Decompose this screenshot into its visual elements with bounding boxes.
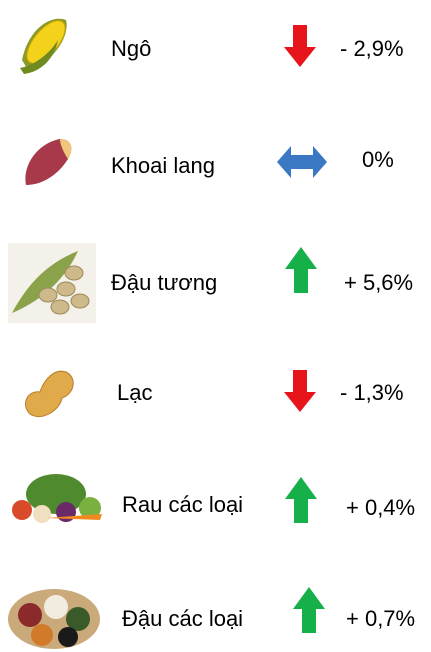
beans-icon (8, 589, 100, 649)
item-name: Lạc (117, 380, 153, 405)
item-change: + 0,7% (346, 606, 416, 631)
item-name: Đậu các loại (122, 606, 244, 631)
item-change: + 0,4% (346, 495, 416, 520)
item-change: - 2,9% (340, 36, 404, 61)
item-change: + 5,6% (344, 270, 414, 295)
down-arrow (284, 370, 316, 412)
item-name: Khoai lang (111, 153, 215, 178)
item-name: Ngô (111, 36, 152, 61)
both-arrow (277, 146, 327, 178)
corn-icon (20, 18, 67, 74)
up-arrow (293, 587, 325, 633)
peanut-icon (25, 370, 74, 418)
down-arrow (284, 25, 316, 67)
up-arrow (285, 477, 317, 523)
soybean-icon (8, 243, 96, 323)
item-name: Rau các loại (122, 492, 244, 517)
item-change: - 1,3% (340, 380, 404, 405)
item-change: 0% (362, 147, 394, 172)
sweet-potato-icon (25, 139, 72, 185)
up-arrow (285, 247, 317, 293)
item-name: Đậu tương (111, 270, 218, 295)
vegetables-icon (12, 474, 102, 523)
